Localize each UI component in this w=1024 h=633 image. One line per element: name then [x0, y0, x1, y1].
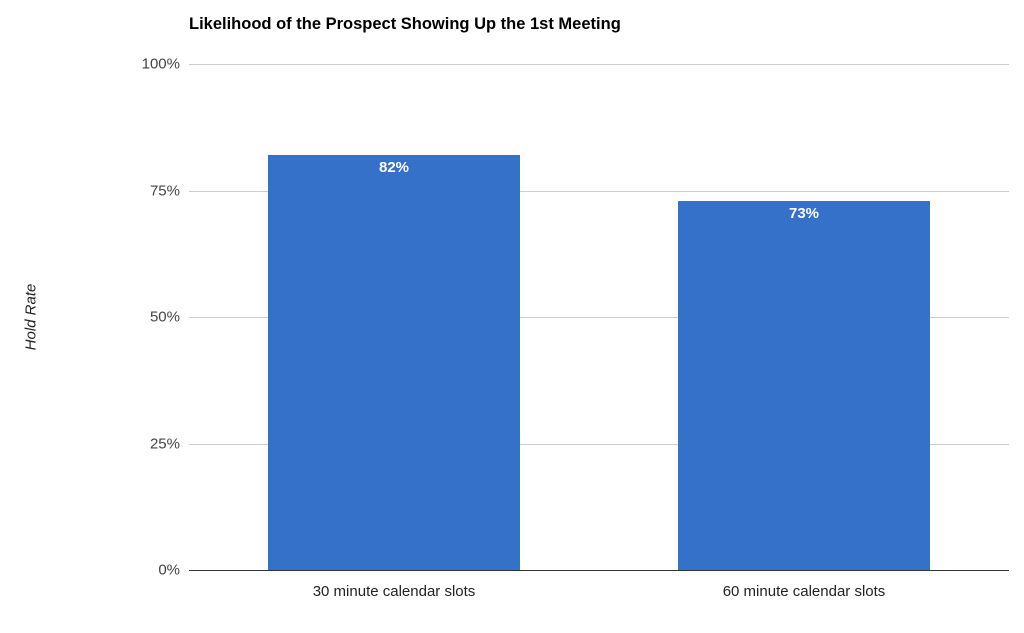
gridline-50: [189, 317, 1009, 318]
gridline-75: [189, 190, 1009, 192]
y-tick-75: 75%: [149, 182, 180, 199]
x-axis-baseline: [189, 570, 1009, 571]
y-tick-0: 0%: [158, 561, 180, 579]
gridline-100: [189, 64, 1009, 65]
chart-title: Likelihood of the Prospect Showing Up th…: [189, 15, 621, 33]
gridline-25: [189, 443, 1009, 445]
bar-value-label: 82%: [378, 159, 410, 177]
bar-value-label: 73%: [788, 204, 820, 222]
bar-60-minute: 73%: [678, 200, 930, 570]
x-category-label: 30 minute calendar slots: [312, 583, 476, 600]
y-axis-label: Hold Rate: [22, 283, 40, 351]
x-category-label: 60 minute calendar slots: [722, 583, 886, 600]
y-tick-25: 25%: [149, 435, 180, 452]
plot-area: 82% 73%: [189, 64, 1009, 571]
y-tick-100: 100%: [141, 55, 180, 73]
bar-30-minute: 82%: [268, 155, 520, 570]
y-tick-50: 50%: [149, 308, 180, 326]
